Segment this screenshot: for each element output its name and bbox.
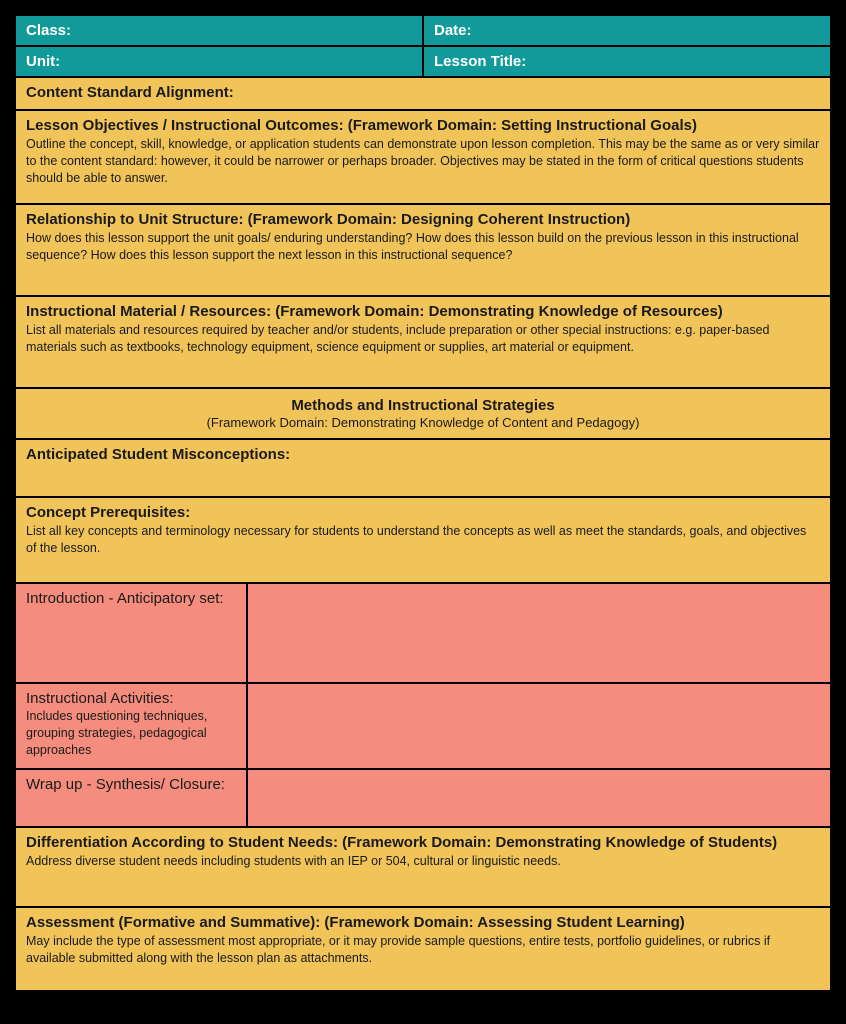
header-row-1: Class: Date:	[16, 16, 830, 45]
activities-heading: Instructional Activities:	[26, 690, 236, 707]
assessment-cell[interactable]: Assessment (Formative and Summative): (F…	[16, 908, 830, 990]
prerequisites-desc: List all key concepts and terminology ne…	[26, 523, 820, 557]
lesson-plan-template: Class: Date: Unit: Lesson Title: Content…	[16, 16, 830, 990]
header-row-2: Unit: Lesson Title:	[16, 47, 830, 76]
class-cell[interactable]: Class:	[16, 16, 422, 45]
activities-label-cell: Instructional Activities: Includes quest…	[16, 684, 246, 768]
unit-label: Unit:	[26, 53, 60, 70]
differentiation-desc: Address diverse student needs including …	[26, 853, 820, 870]
differentiation-cell[interactable]: Differentiation According to Student Nee…	[16, 828, 830, 906]
wrapup-label-cell: Wrap up - Synthesis/ Closure:	[16, 770, 246, 826]
date-label: Date:	[434, 22, 472, 39]
lesson-title-cell[interactable]: Lesson Title:	[424, 47, 830, 76]
content-standard-heading: Content Standard Alignment:	[26, 84, 820, 101]
wrapup-row: Wrap up - Synthesis/ Closure:	[16, 770, 830, 826]
class-label: Class:	[26, 22, 71, 39]
assessment-heading: Assessment (Formative and Summative): (F…	[26, 914, 820, 931]
assessment-desc: May include the type of assessment most …	[26, 933, 820, 967]
objectives-heading: Lesson Objectives / Instructional Outcom…	[26, 117, 820, 134]
relationship-heading: Relationship to Unit Structure: (Framewo…	[26, 211, 820, 228]
relationship-cell[interactable]: Relationship to Unit Structure: (Framewo…	[16, 205, 830, 295]
unit-cell[interactable]: Unit:	[16, 47, 422, 76]
methods-sub: (Framework Domain: Demonstrating Knowled…	[26, 415, 820, 430]
wrapup-content-cell[interactable]	[248, 770, 830, 826]
lesson-title-label: Lesson Title:	[434, 53, 526, 70]
wrapup-heading: Wrap up - Synthesis/ Closure:	[26, 776, 236, 793]
misconceptions-heading: Anticipated Student Misconceptions:	[26, 446, 820, 463]
activities-content-cell[interactable]	[248, 684, 830, 768]
methods-heading: Methods and Instructional Strategies	[26, 397, 820, 414]
prerequisites-heading: Concept Prerequisites:	[26, 504, 820, 521]
materials-desc: List all materials and resources require…	[26, 322, 820, 356]
introduction-content-cell[interactable]	[248, 584, 830, 682]
activities-desc: Includes questioning techniques, groupin…	[26, 708, 236, 759]
methods-header-cell: Methods and Instructional Strategies (Fr…	[16, 389, 830, 438]
prerequisites-cell[interactable]: Concept Prerequisites: List all key conc…	[16, 498, 830, 582]
introduction-label-cell: Introduction - Anticipatory set:	[16, 584, 246, 682]
objectives-cell[interactable]: Lesson Objectives / Instructional Outcom…	[16, 111, 830, 203]
misconceptions-cell[interactable]: Anticipated Student Misconceptions:	[16, 440, 830, 496]
materials-cell[interactable]: Instructional Material / Resources: (Fra…	[16, 297, 830, 387]
activities-row: Instructional Activities: Includes quest…	[16, 684, 830, 768]
date-cell[interactable]: Date:	[424, 16, 830, 45]
objectives-desc: Outline the concept, skill, knowledge, o…	[26, 136, 820, 187]
differentiation-heading: Differentiation According to Student Nee…	[26, 834, 820, 851]
relationship-desc: How does this lesson support the unit go…	[26, 230, 820, 264]
introduction-heading: Introduction - Anticipatory set:	[26, 590, 236, 607]
introduction-row: Introduction - Anticipatory set:	[16, 584, 830, 682]
materials-heading: Instructional Material / Resources: (Fra…	[26, 303, 820, 320]
content-standard-cell[interactable]: Content Standard Alignment:	[16, 78, 830, 109]
